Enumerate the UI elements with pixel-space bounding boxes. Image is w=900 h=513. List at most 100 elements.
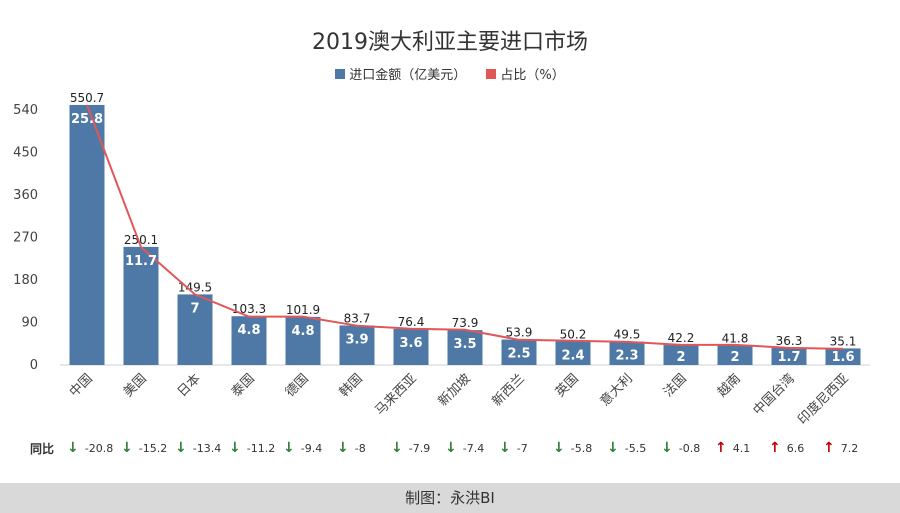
y-tick-label: 450 — [13, 146, 38, 161]
arrow-down-icon: ↓ — [607, 440, 619, 456]
arrow-down-icon: ↓ — [283, 440, 295, 456]
yoy-value: -0.8 — [678, 442, 701, 455]
arrow-down-icon: ↓ — [661, 440, 673, 456]
yoy-value: -5.5 — [624, 442, 647, 455]
legend-item-share[interactable]: 占比（%） — [486, 64, 565, 83]
bar — [231, 316, 267, 365]
legend-swatch-amount — [335, 68, 346, 79]
yoy-value: 7.2 — [840, 442, 859, 455]
chart-plot: 0 90 180 270 360 450 540 550.7 250.1 149.5 103.3 10… — [13, 91, 870, 428]
bar — [717, 345, 753, 365]
y-tick-label: 0 — [30, 358, 38, 373]
yoy-value: -20.8 — [84, 442, 114, 455]
x-category-label: 新加坡 — [435, 371, 474, 410]
x-category-label: 英国 — [553, 371, 582, 400]
arrow-up-icon: ↑ — [715, 440, 727, 456]
legend-swatch-share — [486, 68, 497, 79]
arrow-down-icon: ↓ — [121, 440, 133, 456]
x-category-label: 美国 — [121, 371, 150, 400]
bar-value-label: 250.1 — [124, 233, 158, 247]
yoy-cell: ↓ -15.2 — [121, 440, 167, 458]
x-category-label: 越南 — [714, 371, 744, 401]
arrow-down-icon: ↓ — [445, 440, 457, 456]
arrow-down-icon: ↓ — [499, 440, 511, 456]
share-value-label: 7 — [190, 301, 199, 316]
bar — [123, 246, 159, 365]
yoy-value: -9.4 — [300, 442, 323, 455]
legend-label-amount: 进口金额（亿美元） — [349, 68, 467, 83]
arrow-down-icon: ↓ — [175, 440, 187, 456]
bar — [285, 316, 321, 365]
arrow-up-icon: ↑ — [769, 440, 781, 456]
bar-value-label: 73.9 — [452, 316, 479, 330]
yoy-value: -11.2 — [246, 442, 276, 455]
yoy-value: -7.9 — [408, 442, 431, 455]
share-value-label: 1.7 — [777, 350, 800, 365]
bar-value-label: 149.5 — [178, 280, 212, 294]
yoy-value: -15.2 — [138, 442, 168, 455]
bar — [663, 345, 699, 365]
share-value-label: 3.9 — [345, 332, 368, 347]
footer-credit: 制图：永洪BI — [0, 483, 900, 513]
x-category-label: 中国台湾 — [750, 371, 798, 419]
share-value-label: 2.4 — [561, 348, 584, 363]
yoy-value: 6.6 — [786, 442, 805, 455]
yoy-cell: ↓ -8 — [337, 440, 366, 458]
y-tick-label: 180 — [13, 273, 38, 288]
legend-label-share: 占比（%） — [500, 68, 565, 83]
bar — [825, 348, 861, 365]
x-category-label: 泰国 — [229, 371, 258, 400]
arrow-down-icon: ↓ — [391, 440, 403, 456]
bar — [393, 328, 429, 365]
legend-item-amount[interactable]: 进口金额（亿美元） — [335, 64, 466, 83]
yoy-cell: ↓ -9.4 — [283, 440, 322, 458]
arrow-up-icon: ↑ — [823, 440, 835, 456]
arrow-down-icon: ↓ — [67, 440, 79, 456]
x-category-label: 马来西亚 — [372, 371, 419, 418]
yoy-cell: ↓ -7 — [499, 440, 528, 458]
bar-value-label: 76.4 — [398, 315, 425, 329]
bar-value-label: 50.2 — [560, 327, 587, 341]
bar-value-label: 49.5 — [614, 328, 641, 342]
x-category-label: 意大利 — [597, 371, 636, 410]
bar — [69, 104, 105, 366]
bar-value-label: 101.9 — [286, 303, 320, 317]
share-value-label: 25.8 — [71, 112, 103, 127]
yoy-cell: ↓ -0.8 — [661, 440, 700, 458]
yoy-row: 同比 ↓ -20.8 ↓ -15.2 ↓ -13.4 ↓ -11.2 ↓ -9.4 ↓ -8 ↓ -7.9… — [0, 436, 900, 460]
arrow-down-icon: ↓ — [337, 440, 349, 456]
bar-value-label: 53.9 — [506, 326, 533, 340]
yoy-cell: ↓ -13.4 — [175, 440, 221, 458]
y-tick-label: 360 — [13, 188, 38, 203]
bar — [447, 330, 483, 365]
share-value-label: 4.8 — [291, 324, 314, 339]
yoy-value: -5.8 — [570, 442, 593, 455]
arrow-down-icon: ↓ — [229, 440, 241, 456]
yoy-cell: ↑ 6.6 — [769, 440, 804, 458]
arrow-down-icon: ↓ — [553, 440, 565, 456]
bar-value-label: 42.2 — [668, 331, 695, 345]
x-category-label: 日本 — [175, 371, 204, 400]
bar — [555, 341, 591, 365]
yoy-cell: ↓ -5.8 — [553, 440, 592, 458]
yoy-cell: ↑ 7.2 — [823, 440, 858, 458]
x-category-label: 德国 — [283, 371, 312, 400]
x-category-label: 印度尼西亚 — [795, 371, 852, 428]
share-line — [86, 104, 844, 350]
yoy-cell: ↓ -7.9 — [391, 440, 430, 458]
share-value-label: 2.3 — [615, 349, 638, 364]
y-tick-label: 270 — [13, 231, 38, 246]
share-value-label: 2.5 — [507, 347, 530, 362]
yoy-cell: ↓ -20.8 — [67, 440, 113, 458]
bar — [339, 325, 375, 365]
bar — [771, 347, 807, 365]
bar-value-label: 550.7 — [70, 91, 104, 105]
share-value-label: 3.5 — [453, 337, 476, 352]
bar-value-label: 103.3 — [232, 302, 266, 316]
yoy-cell: ↓ -7.4 — [445, 440, 484, 458]
share-value-label: 4.8 — [237, 323, 260, 338]
yoy-value: -13.4 — [192, 442, 222, 455]
yoy-value: -7 — [516, 442, 528, 455]
yoy-value: -8 — [354, 442, 366, 455]
x-category-label: 韩国 — [337, 371, 366, 400]
